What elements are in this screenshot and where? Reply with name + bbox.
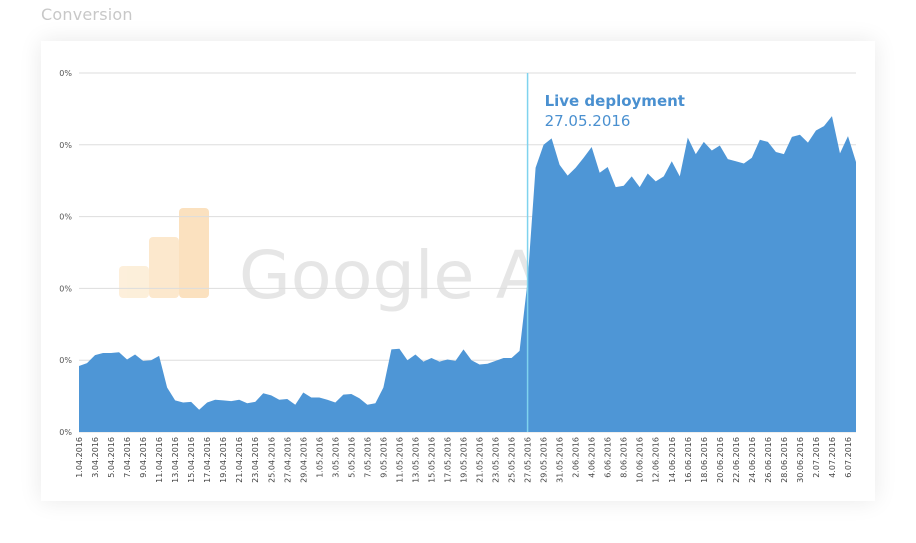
y-tick-label: 0% <box>59 356 72 365</box>
x-tick-label: 14.06.2016 <box>668 437 677 483</box>
x-tick-label: 11.04.2016 <box>155 437 164 483</box>
x-tick-label: 8.06.2016 <box>620 437 629 478</box>
x-tick-label: 27.04.2016 <box>283 437 292 483</box>
y-tick-label: 0% <box>59 428 72 437</box>
y-tick-label: 0% <box>59 141 72 150</box>
section-title: Conversion <box>41 5 133 24</box>
y-axis-ticks: 0% 0% 0% 0% 0% 0% <box>59 69 72 437</box>
x-tick-label: 7.05.2016 <box>363 437 372 478</box>
x-tick-label: 22.06.2016 <box>732 437 741 483</box>
x-tick-label: 31.05.2016 <box>556 437 565 483</box>
x-tick-label: 15.04.2016 <box>187 437 196 483</box>
x-tick-label: 18.06.2016 <box>700 437 709 483</box>
conversion-chart: Google Analytics 0%0%0%0%0%0% 1.04.2016 3… <box>59 69 856 483</box>
annotation-title: Live deployment <box>545 92 685 110</box>
x-tick-label: 11.05.2016 <box>395 437 404 483</box>
x-tick-label: 19.05.2016 <box>459 437 468 483</box>
x-tick-label: 17.04.2016 <box>203 437 212 483</box>
x-tick-label: 24.06.2016 <box>748 437 757 483</box>
x-tick-label: 21.04.2016 <box>235 437 244 483</box>
x-tick-label: 29.04.2016 <box>299 437 308 483</box>
y-tick-label: 0% <box>59 69 72 78</box>
x-tick-label: 21.05.2016 <box>476 437 485 483</box>
x-tick-label: 2.07.2016 <box>812 437 821 478</box>
x-tick-label: 6.07.2016 <box>844 437 853 478</box>
x-tick-label: 20.06.2016 <box>716 437 725 483</box>
x-tick-label: 25.05.2016 <box>508 437 517 483</box>
x-tick-label: 5.05.2016 <box>347 437 356 478</box>
x-tick-label: 7.04.2016 <box>123 437 132 478</box>
y-tick-label: 0% <box>59 213 72 222</box>
x-axis-ticks: 1.04.2016 3.04.2016 5.04.2016 7.04.2016 9.04… <box>75 437 853 483</box>
x-tick-label: 6.06.2016 <box>604 437 613 478</box>
x-tick-label: 16.06.2016 <box>684 437 693 483</box>
x-tick-label: 28.06.2016 <box>780 437 789 483</box>
x-tick-label: 27.05.2016 <box>524 437 533 483</box>
x-tick-label: 2.06.2016 <box>572 437 581 478</box>
annotation-date: 27.05.2016 <box>545 112 631 130</box>
live-deployment-annotation: Live deployment 27.05.2016 <box>526 73 685 432</box>
x-tick-label: 13.05.2016 <box>411 437 420 483</box>
x-tick-label: 3.04.2016 <box>91 437 100 478</box>
x-tick-label: 12.06.2016 <box>652 437 661 483</box>
area-layer <box>79 116 856 432</box>
x-tick-label: 4.07.2016 <box>828 437 837 478</box>
x-tick-label: 10.06.2016 <box>636 437 645 483</box>
google-analytics-logo-icon <box>119 208 209 298</box>
x-tick-label: 17.05.2016 <box>443 437 452 483</box>
x-tick-label: 5.04.2016 <box>107 437 116 478</box>
x-tick-label: 9.05.2016 <box>379 437 388 478</box>
x-tick-label: 29.05.2016 <box>540 437 549 483</box>
x-tick-label: 26.06.2016 <box>764 437 773 483</box>
x-tick-label: 9.04.2016 <box>139 437 148 478</box>
x-tick-label: 1.05.2016 <box>315 437 324 478</box>
x-tick-label: 4.06.2016 <box>588 437 597 478</box>
x-tick-label: 30.06.2016 <box>796 437 805 483</box>
x-tick-label: 23.04.2016 <box>251 437 260 483</box>
x-tick-label: 19.04.2016 <box>219 437 228 483</box>
x-tick-label: 15.05.2016 <box>427 437 436 483</box>
y-tick-label: 0% <box>59 284 72 293</box>
conversion-area <box>79 116 856 432</box>
x-tick-label: 23.05.2016 <box>492 437 501 483</box>
x-tick-label: 3.05.2016 <box>331 437 340 478</box>
chart-card: Google Analytics 0% 0% 0% 0% 0% 0% 1.04.2016 3… <box>41 41 875 501</box>
x-tick-label: 13.04.2016 <box>171 437 180 483</box>
x-tick-label: 25.04.2016 <box>267 437 276 483</box>
x-tick-label: 1.04.2016 <box>75 437 84 478</box>
